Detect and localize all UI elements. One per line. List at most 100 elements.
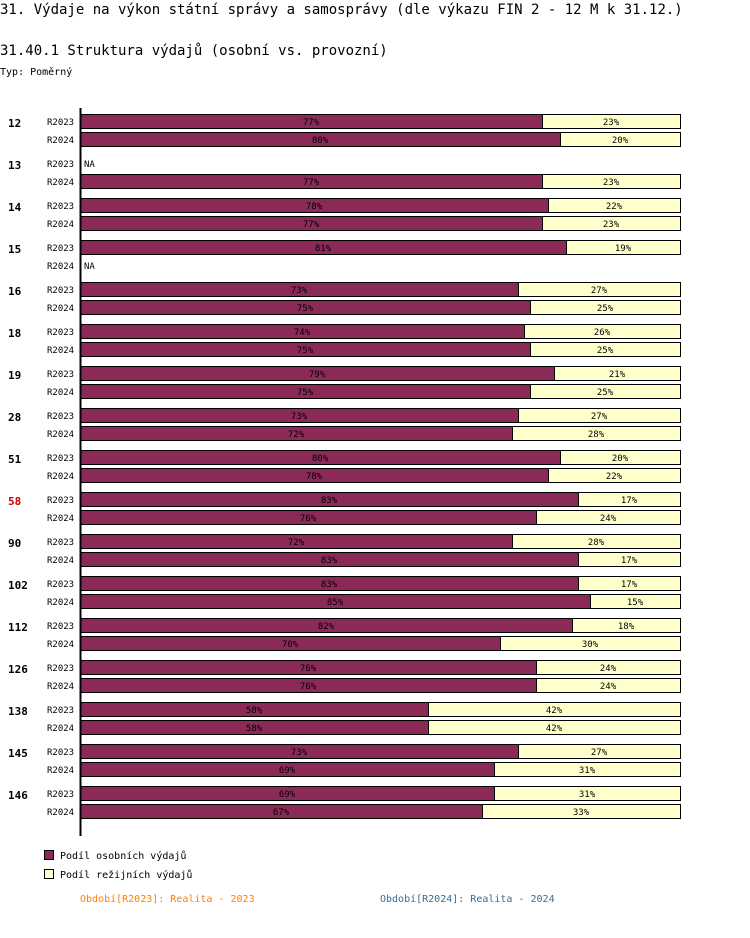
group-label: 28: [8, 411, 21, 424]
period-label: R2023: [47, 496, 74, 506]
bar-overhead: [428, 720, 681, 735]
period-label: R2023: [47, 328, 74, 338]
bar-overhead: [536, 510, 681, 525]
legend-item-personal: Podíl osobních výdajů: [44, 850, 186, 862]
data-label-overhead: 24%: [600, 664, 617, 674]
data-label-personal: 73%: [291, 748, 308, 758]
bar-overhead: [494, 762, 681, 777]
period-label: R2023: [47, 706, 74, 716]
bar-overhead: [542, 114, 681, 129]
data-label-overhead: 17%: [621, 496, 638, 506]
data-label-overhead: 27%: [591, 412, 608, 422]
bar-overhead: [560, 132, 681, 147]
data-label-overhead: 23%: [603, 220, 620, 230]
data-label-overhead: 20%: [612, 136, 629, 146]
data-label-overhead: 42%: [546, 724, 563, 734]
period-label: R2023: [47, 748, 74, 758]
data-label-overhead: 31%: [579, 790, 596, 800]
bar-overhead: [512, 426, 681, 441]
group-label: 14: [8, 201, 22, 214]
data-label-personal: 77%: [303, 178, 320, 188]
period-label: R2024: [47, 724, 74, 734]
group-label: 12: [8, 117, 21, 130]
legend-label-overhead: Podíl režijních výdajů: [60, 870, 193, 881]
data-label-overhead: 30%: [582, 640, 599, 650]
data-label-personal: 82%: [318, 622, 335, 632]
bar-overhead: [530, 384, 681, 399]
data-label-overhead: 42%: [546, 706, 563, 716]
period-label: R2023: [47, 160, 74, 170]
data-label-personal: 72%: [288, 538, 305, 548]
period-label: R2024: [47, 388, 74, 398]
data-label-personal: 78%: [306, 472, 323, 482]
bar-overhead: [518, 282, 681, 297]
stacked-bar-chart: 12 R2023 77% 23% R2024 80% 20% 13 R2023 NA R2024 77…: [8, 108, 681, 836]
period-label: R2024: [47, 430, 74, 440]
data-label-personal: 69%: [279, 766, 296, 776]
data-label-overhead: 17%: [621, 556, 638, 566]
period-label: R2024: [47, 766, 74, 776]
group-label: 13: [8, 159, 21, 172]
period-label: R2023: [47, 664, 74, 674]
group-label: 145: [8, 747, 28, 760]
bar-overhead: [566, 240, 681, 255]
data-label-personal: 76%: [300, 682, 317, 692]
group-label: 16: [8, 285, 22, 298]
data-label-personal: 80%: [312, 454, 329, 464]
bar-overhead: [524, 324, 681, 339]
group-label: 112: [8, 621, 28, 634]
group-label: 58: [8, 495, 21, 508]
legend-swatch-overhead: [44, 869, 54, 879]
data-label-overhead: 22%: [606, 472, 623, 482]
bar-overhead: [518, 408, 681, 423]
data-label-overhead: 20%: [612, 454, 629, 464]
data-label-personal: 58%: [246, 724, 263, 734]
bar-overhead: [428, 702, 681, 717]
bar-overhead: [572, 618, 681, 633]
group-label: 102: [8, 579, 28, 592]
period-label: R2023: [47, 538, 74, 548]
data-label-overhead: 28%: [588, 538, 605, 548]
data-label-overhead: 25%: [597, 388, 614, 398]
data-label-personal: 67%: [273, 808, 290, 818]
data-label-overhead: 17%: [621, 580, 638, 590]
data-label-personal: 73%: [291, 412, 308, 422]
footnote-period-r2023: Období[R2023]: Realita - 2023: [80, 894, 255, 905]
data-label-personal: 81%: [315, 244, 332, 254]
data-label-personal: 83%: [321, 496, 338, 506]
data-label-personal: 76%: [300, 664, 317, 674]
bar-overhead: [500, 636, 681, 651]
group-label: 15: [8, 243, 21, 256]
data-label-overhead: 22%: [606, 202, 623, 212]
bar-overhead: [530, 342, 681, 357]
period-label: R2024: [47, 304, 74, 314]
data-label-overhead: 33%: [573, 808, 590, 818]
period-label: R2024: [47, 136, 74, 146]
data-label-overhead: 18%: [618, 622, 635, 632]
data-label-personal: 58%: [246, 706, 263, 716]
data-label-overhead: 21%: [609, 370, 626, 380]
data-label-overhead: 28%: [588, 430, 605, 440]
bar-overhead: [548, 198, 681, 213]
data-label-overhead: 24%: [600, 682, 617, 692]
data-label-personal: 73%: [291, 286, 308, 296]
period-label: R2024: [47, 178, 74, 188]
footnote-period-r2024: Období[R2024]: Realita - 2024: [380, 894, 555, 905]
period-label: R2024: [47, 472, 74, 482]
period-label: R2024: [47, 808, 74, 818]
period-label: R2023: [47, 622, 74, 632]
group-label: 19: [8, 369, 21, 382]
data-label-personal: 77%: [303, 118, 320, 128]
period-label: R2024: [47, 598, 74, 608]
group-label: 51: [8, 453, 22, 466]
data-label-personal: 83%: [321, 556, 338, 566]
data-label-personal: 83%: [321, 580, 338, 590]
bar-overhead: [560, 450, 681, 465]
group-label: 90: [8, 537, 21, 550]
data-label-personal: 69%: [279, 790, 296, 800]
period-label: R2023: [47, 454, 74, 464]
data-label-overhead: 15%: [627, 598, 644, 608]
legend-label-personal: Podíl osobních výdajů: [60, 851, 187, 862]
bar-overhead: [536, 660, 681, 675]
bar-overhead: [548, 468, 681, 483]
